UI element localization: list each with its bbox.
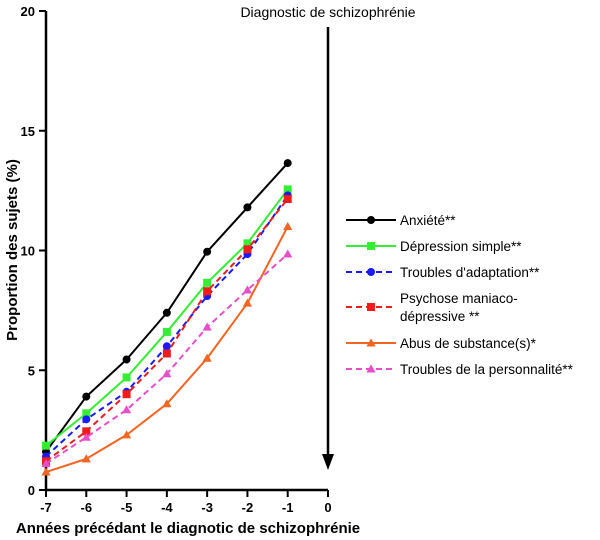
data-point xyxy=(162,399,172,408)
series-line xyxy=(45,188,289,447)
legend-swatch-marker xyxy=(366,338,376,347)
y-tick-label: 5 xyxy=(28,363,35,378)
series-5 xyxy=(41,249,293,468)
series-line xyxy=(45,253,289,465)
data-point xyxy=(162,369,172,378)
data-point xyxy=(162,327,171,336)
legend-item-1: Dépression simple** xyxy=(346,239,522,254)
data-point xyxy=(42,441,50,450)
data-point xyxy=(121,430,132,439)
annotation-arrow-head xyxy=(322,454,334,470)
data-point xyxy=(41,459,51,468)
legend-label: Psychose maniaco- xyxy=(400,291,518,306)
legend-item-4: Abus de substance(s)* xyxy=(346,336,537,351)
y-tick-label: 20 xyxy=(21,4,35,19)
data-point xyxy=(82,409,91,418)
legend-swatch-marker xyxy=(367,242,375,250)
legend-swatch-marker xyxy=(367,216,375,224)
y-tick-label: 10 xyxy=(21,244,35,259)
data-point xyxy=(162,308,171,317)
legend-label: Dépression simple** xyxy=(400,239,522,254)
legend-label: dépressive ** xyxy=(400,309,480,324)
y-tick-label: 15 xyxy=(21,124,35,139)
data-point xyxy=(283,159,292,168)
data-point xyxy=(82,427,91,436)
legend-label: Abus de substance(s)* xyxy=(400,336,537,351)
data-point xyxy=(203,247,212,256)
series-line xyxy=(45,162,289,453)
legend-swatch-marker xyxy=(366,364,376,373)
data-point xyxy=(202,322,212,331)
x-tick-label: -5 xyxy=(121,500,133,515)
data-point xyxy=(81,432,91,441)
data-point xyxy=(202,353,212,362)
legend-item-2: Troubles d'adaptation** xyxy=(346,265,540,280)
x-tick-label: -7 xyxy=(40,500,52,515)
legend-label: Troubles de la personnalité** xyxy=(400,362,574,377)
x-tick-label: 0 xyxy=(324,500,331,515)
legend-item-0: Anxiété** xyxy=(346,213,456,228)
data-point xyxy=(203,278,212,287)
data-point xyxy=(243,203,252,212)
x-tick-label: -1 xyxy=(282,500,294,515)
data-point xyxy=(82,392,91,401)
data-point xyxy=(283,249,293,258)
x-axis-title: Années précédant le diagnotic de schizop… xyxy=(16,520,360,537)
data-point xyxy=(243,245,252,254)
legend-swatch-marker xyxy=(367,268,375,276)
data-point xyxy=(283,185,292,194)
annotation: Diagnostic de schizophrénie xyxy=(240,4,416,470)
x-tick-label: -6 xyxy=(81,500,93,515)
legend: Anxiété** Dépression simple** Troubles d'a… xyxy=(346,213,574,377)
x-tick-label: -2 xyxy=(242,500,254,515)
x-tick-label: -4 xyxy=(161,500,173,515)
series-0 xyxy=(42,159,292,456)
legend-label: Troubles d'adaptation** xyxy=(400,265,540,280)
data-point xyxy=(162,342,171,351)
annotation-label: Diagnostic de schizophrénie xyxy=(240,4,415,20)
data-point xyxy=(242,298,253,307)
series-layer xyxy=(41,159,293,476)
legend-item-5: Troubles de la personnalité** xyxy=(346,362,574,377)
data-point xyxy=(82,415,91,424)
data-point xyxy=(122,390,131,399)
data-point xyxy=(242,285,253,294)
legend-item-3: Psychose maniaco-dépressive ** xyxy=(346,291,518,324)
y-tick-label: 0 xyxy=(28,483,35,498)
data-point xyxy=(203,287,212,296)
data-point xyxy=(41,467,51,476)
series-4 xyxy=(41,221,293,476)
data-point xyxy=(81,454,91,463)
legend-label: Anxiété** xyxy=(400,213,456,228)
y-axis-title: Proportion des sujets (%) xyxy=(4,159,21,341)
x-tick-label: -3 xyxy=(201,500,213,515)
legend-swatch-marker xyxy=(367,303,375,311)
data-point xyxy=(283,221,293,230)
data-point xyxy=(122,373,131,382)
series-1 xyxy=(42,185,292,450)
data-point xyxy=(243,239,252,248)
data-point xyxy=(121,405,132,414)
data-point xyxy=(283,195,292,204)
data-point xyxy=(122,355,131,364)
data-point xyxy=(162,349,171,358)
axes: -7 -6 -5 -4 -3 -2 -1 0 0 5 10 15 20 xyxy=(21,4,332,515)
